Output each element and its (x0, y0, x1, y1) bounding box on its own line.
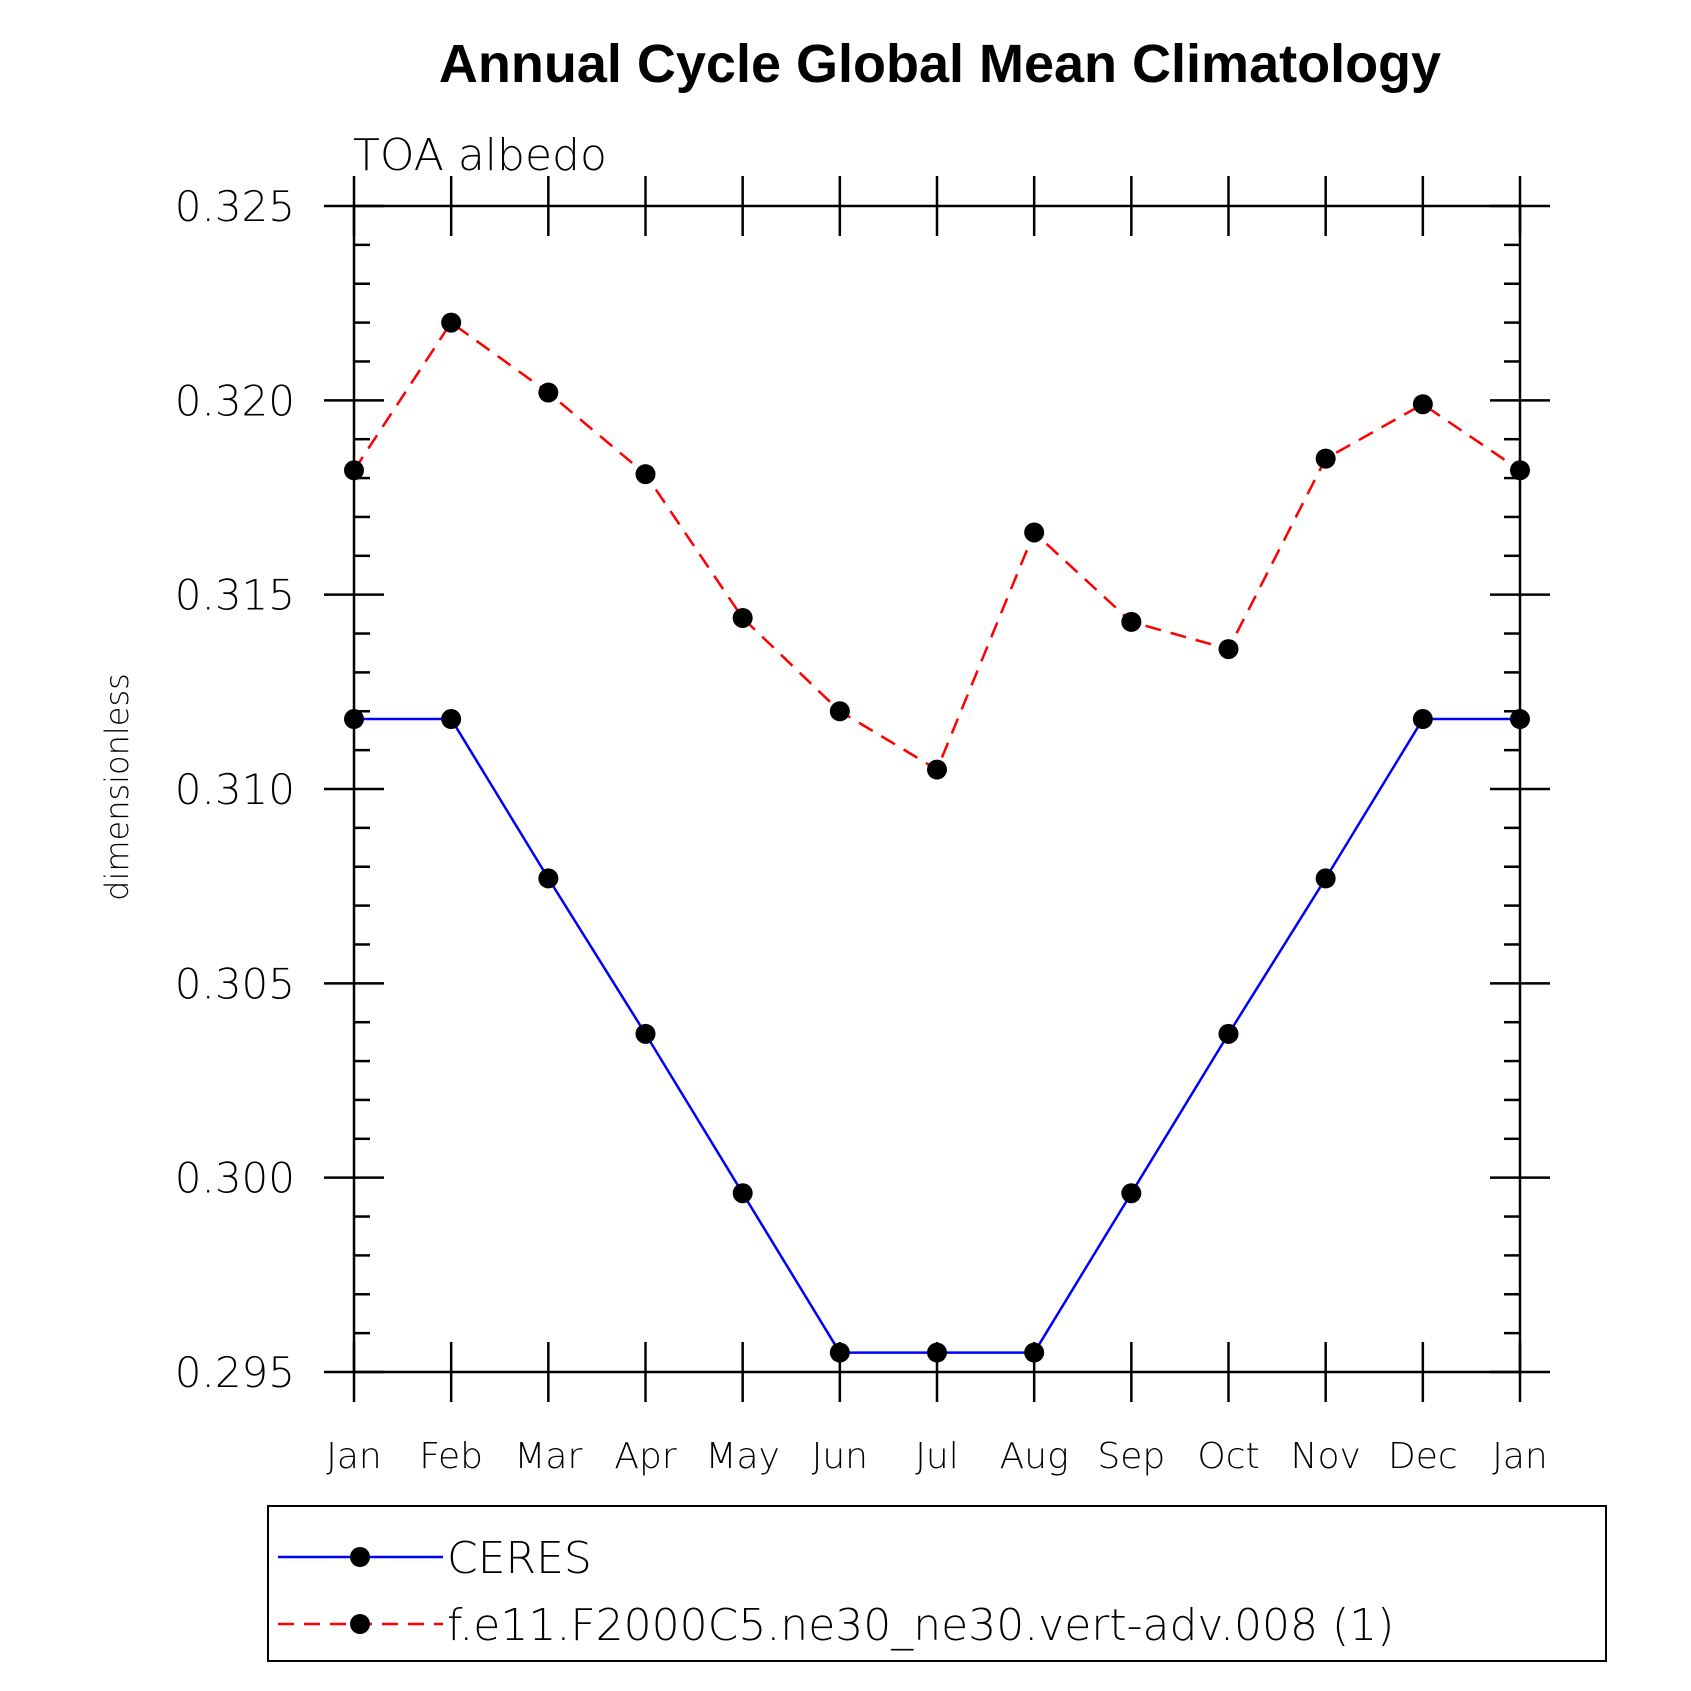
axis-ticks (324, 176, 1550, 1402)
data-point-series-1 (441, 312, 462, 333)
y-tick-labels: 0.325 0.320 0.315 0.310 0.305 0.300 0.295 (175, 182, 295, 1397)
x-tick-labels: Jan Feb Mar Apr May Jun Jul Aug Sep Oct Nov Dec Jan (326, 1436, 1548, 1477)
data-point-series-1 (1412, 394, 1433, 415)
x-tick-label: Feb (419, 1436, 483, 1477)
data-point-series-1 (927, 759, 947, 780)
data-point-series-0 (1121, 1183, 1142, 1204)
data-point-series-0 (1024, 1342, 1045, 1363)
x-tick-label: Jan (326, 1436, 382, 1477)
series-layer (344, 312, 1530, 1363)
x-tick-label: Jun (812, 1436, 868, 1477)
y-axis-label: dimensionless (98, 673, 136, 901)
plot-frame (352, 204, 1522, 1374)
x-tick-label: Oct (1197, 1436, 1259, 1477)
y-tick-label: 0.300 (175, 1154, 295, 1203)
series-line-0 (354, 717, 1520, 1354)
data-point-series-0 (732, 1183, 753, 1204)
legend-label-0: CERES (447, 1533, 592, 1584)
legend-label-1: f.e11.F2000C5.ne30_ne30.vert-adv.008 (1) (447, 1600, 1394, 1651)
x-tick-label: May (705, 1436, 779, 1477)
data-point-series-0 (1218, 1023, 1239, 1044)
x-tick-label: Apr (614, 1436, 676, 1477)
y-tick-label: 0.325 (175, 182, 295, 231)
y-tick-label: 0.295 (175, 1348, 295, 1397)
legend: CERES f.e11.F2000C5.ne30_ne30.vert-adv.00… (267, 1505, 1607, 1662)
x-tick-label: Jan (1492, 1436, 1548, 1477)
legend-marker-0 (350, 1547, 370, 1567)
x-tick-label: Mar (514, 1436, 582, 1477)
legend-box (267, 1505, 1607, 1662)
data-point-series-0 (927, 1342, 947, 1363)
series-line-1 (352, 320, 1521, 772)
data-point-series-0 (829, 1342, 850, 1363)
y-tick-label: 0.320 (175, 376, 295, 425)
x-tick-label: Nov (1291, 1436, 1361, 1477)
data-point-series-0 (635, 1023, 656, 1044)
legend-items: CERES f.e11.F2000C5.ne30_ne30.vert-adv.00… (278, 1533, 1394, 1651)
data-point-series-1 (1315, 448, 1336, 469)
data-point-series-0 (441, 709, 462, 730)
legend-marker-1 (350, 1614, 370, 1634)
data-point-series-1 (538, 382, 559, 403)
data-point-series-1 (1121, 611, 1142, 632)
data-point-series-1 (732, 607, 753, 628)
x-tick-label: Sep (1097, 1436, 1165, 1477)
chart-title: Annual Cycle Global Mean Climatology (439, 34, 1441, 94)
data-point-series-0 (1315, 868, 1336, 889)
data-point-series-1 (1218, 639, 1239, 660)
data-point-series-1 (829, 701, 850, 722)
x-tick-label: Jul (915, 1436, 958, 1477)
y-tick-label: 0.305 (175, 959, 295, 1008)
data-point-series-1 (635, 464, 656, 485)
data-point-series-0 (538, 868, 559, 889)
x-tick-label: Aug (1000, 1436, 1069, 1477)
chart-subtitle: TOA albedo (353, 130, 607, 181)
y-tick-label: 0.315 (175, 571, 295, 620)
x-tick-label: Dec (1388, 1436, 1458, 1477)
data-point-series-0 (1412, 709, 1433, 730)
y-tick-label: 0.310 (175, 765, 295, 814)
data-point-series-1 (1024, 522, 1045, 543)
